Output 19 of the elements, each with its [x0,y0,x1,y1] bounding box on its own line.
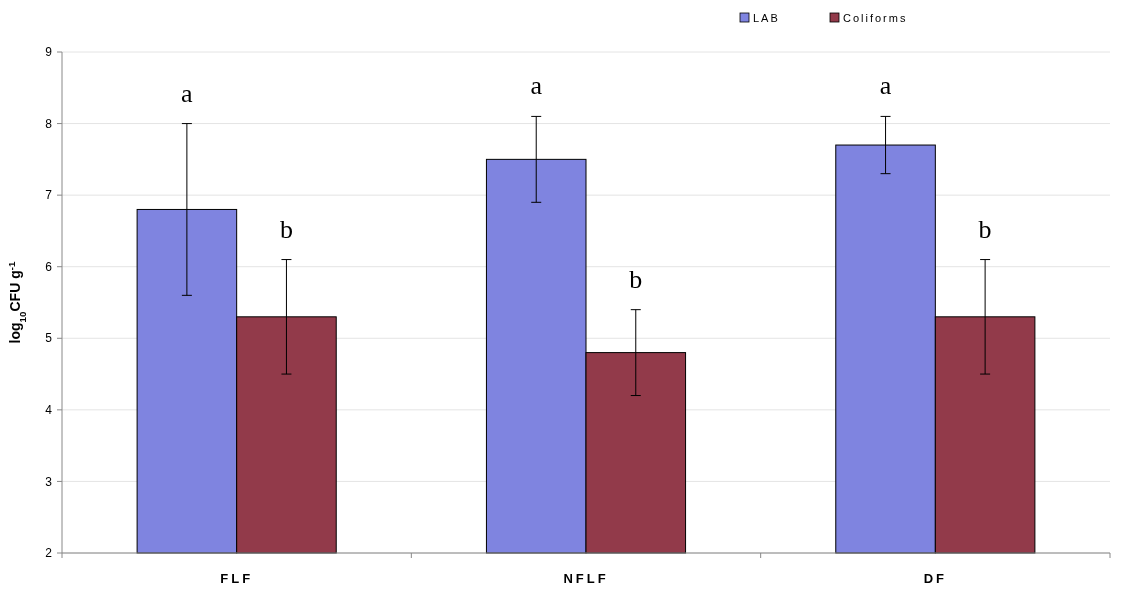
annotation: b [279,214,293,244]
y-tick-label: 6 [45,259,53,274]
x-tick-label: FLF [220,571,254,586]
legend-label: Coliforms [843,12,908,24]
y-tick-label: 2 [45,546,53,561]
y-tick-label: 7 [45,188,53,203]
y-tick-label: 3 [45,474,53,489]
x-tick-label: NFLF [563,571,609,586]
annotation: a [181,78,194,108]
y-tick-label: 9 [45,45,53,60]
y-tick-label: 4 [45,403,53,418]
annotation: a [879,71,892,101]
annotation: b [978,214,992,244]
x-tick-label: DF [923,571,948,586]
y-tick-label: 8 [45,116,53,131]
y-tick-label: 5 [45,331,53,346]
annotation: a [530,71,543,101]
legend-label: LAB [753,12,780,24]
annotation: b [629,264,643,294]
